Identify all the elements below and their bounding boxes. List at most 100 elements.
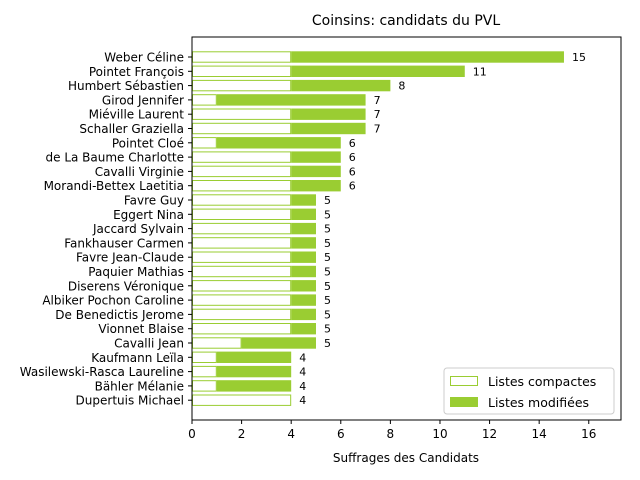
category-label: Cavalli Jean	[114, 337, 184, 351]
bar-listes-modifiees	[291, 180, 341, 192]
bar-listes-compactes	[192, 365, 217, 378]
chart-title: Coinsins: candidats du PVL	[312, 13, 500, 29]
bar-listes-compactes	[192, 308, 292, 321]
total-label: 5	[324, 308, 331, 321]
total-label: 15	[572, 51, 586, 64]
total-label: 4	[299, 394, 306, 407]
category-label: Kaufmann Leïla	[91, 351, 184, 365]
bar-listes-modifiees	[291, 208, 316, 220]
category-label: De Benedictis Jerome	[55, 308, 184, 322]
bar-listes-modifiees	[291, 280, 316, 292]
category-label: Pointet François	[89, 65, 184, 79]
category-label: Morandi-Bettex Laetitia	[44, 179, 184, 193]
legend-label-listes-compactes: Listes compactes	[488, 374, 596, 389]
total-label: 4	[299, 366, 306, 379]
bar-listes-compactes	[192, 265, 292, 278]
bar-listes-compactes	[192, 208, 292, 221]
total-label: 5	[324, 323, 331, 336]
category-label: Humbert Sébastien	[68, 79, 184, 93]
total-label: 7	[374, 108, 381, 121]
total-label: 6	[349, 180, 356, 193]
total-label: 8	[398, 80, 405, 93]
category-label: Favre Jean-Claude	[76, 251, 184, 265]
x-axis-title: Suffrages des Candidats	[333, 451, 479, 465]
bar-listes-modifiees	[291, 51, 564, 63]
bar-listes-compactes	[192, 151, 292, 163]
bar-listes-modifiees	[291, 265, 316, 278]
bar-listes-compactes	[192, 65, 292, 77]
bar-listes-modifiees	[291, 323, 316, 335]
bar-listes-compactes	[192, 394, 292, 406]
category-label: de La Baume Charlotte	[46, 151, 185, 165]
bar-listes-compactes	[192, 180, 292, 192]
bar-listes-compactes	[192, 165, 292, 178]
category-label: Cavalli Virginie	[95, 165, 184, 179]
total-label: 11	[473, 65, 487, 78]
x-tick-label: 10	[432, 427, 447, 441]
bar-listes-compactes	[192, 237, 292, 249]
category-label: Miéville Laurent	[89, 108, 185, 122]
bar-listes-modifiees	[291, 151, 341, 163]
total-label: 5	[324, 223, 331, 236]
x-tick-label: 6	[337, 427, 345, 441]
x-tick-label: 12	[482, 427, 497, 441]
category-label: Jaccard Sylvain	[92, 222, 184, 236]
bar-listes-compactes	[192, 137, 217, 149]
x-tick-label: 14	[532, 427, 547, 441]
bar-listes-modifiees	[291, 79, 391, 92]
bar-listes-compactes	[192, 351, 217, 364]
x-tick-label: 2	[238, 427, 246, 441]
bar-listes-compactes	[192, 251, 292, 263]
legend-label-listes-modifiees: Listes modifiées	[488, 395, 589, 410]
bar-listes-compactes	[192, 323, 292, 335]
total-label: 5	[324, 251, 331, 264]
bar-listes-compactes	[192, 122, 292, 135]
total-label: 5	[324, 266, 331, 279]
legend-swatch-listes-compactes	[450, 376, 478, 386]
category-label: Schaller Graziella	[79, 122, 184, 136]
axes-frame	[191, 36, 622, 421]
category-label: Pointet Cloé	[112, 136, 184, 150]
bar-listes-modifiees	[291, 251, 316, 263]
total-label: 6	[349, 165, 356, 178]
category-label: Fankhauser Carmen	[64, 236, 184, 250]
bar-listes-modifiees	[291, 294, 316, 306]
category-label: Albiker Pochon Caroline	[42, 294, 184, 308]
category-label: Weber Céline	[104, 51, 184, 65]
bar-listes-compactes	[192, 51, 292, 63]
x-axis: 0 2 4 6 8 10 12 14 16	[188, 420, 596, 441]
total-label: 5	[324, 194, 331, 207]
bar-listes-compactes	[192, 380, 217, 392]
bar-listes-modifiees	[216, 137, 341, 149]
bar-listes-modifiees	[216, 94, 366, 106]
legend: Listes compactes Listes modifiées	[443, 367, 615, 415]
category-label: Favre Guy	[124, 194, 184, 208]
category-label: Bähler Mélanie	[95, 379, 184, 393]
total-label: 5	[324, 337, 331, 350]
bar-listes-compactes	[192, 280, 292, 292]
category-label: Paquier Mathias	[88, 265, 184, 279]
bar-listes-compactes	[192, 222, 292, 235]
bar-listes-compactes	[192, 337, 242, 349]
legend-swatch-listes-modifiees	[450, 397, 478, 407]
x-tick-label: 8	[387, 427, 395, 441]
category-label: Wasilewski-Rasca Laureline	[20, 365, 184, 379]
bar-listes-compactes	[192, 194, 292, 206]
category-label: Eggert Nina	[113, 208, 184, 222]
bar-listes-modifiees	[291, 65, 465, 77]
total-label: 4	[299, 380, 306, 393]
total-label: 7	[374, 94, 381, 107]
total-label: 4	[299, 351, 306, 364]
bars-group	[192, 51, 564, 406]
x-tick-label: 16	[581, 427, 596, 441]
bar-listes-modifiees	[291, 308, 316, 321]
x-tick-label: 0	[188, 427, 196, 441]
total-label: 7	[374, 123, 381, 136]
category-label: Girod Jennifer	[102, 93, 184, 107]
bar-listes-modifiees	[291, 222, 316, 235]
x-tick-label: 4	[287, 427, 295, 441]
bar-listes-modifiees	[216, 380, 292, 392]
